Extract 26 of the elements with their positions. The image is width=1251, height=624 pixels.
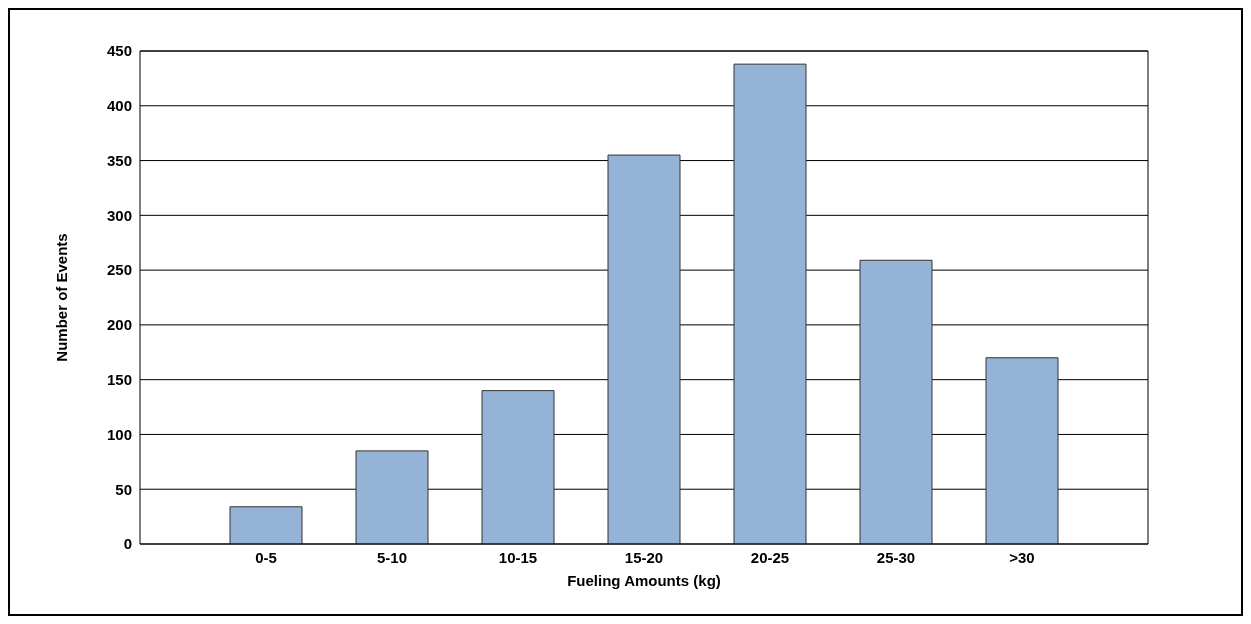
y-tick-label: 400 [106, 97, 132, 115]
y-axis-title: Number of Events [53, 233, 71, 362]
bar [229, 506, 303, 544]
x-tick-label: 10-15 [498, 548, 538, 566]
y-tick-label: 200 [106, 316, 132, 334]
y-tick-label: 350 [106, 151, 132, 169]
y-tick-label: 100 [106, 425, 132, 443]
y-tick-label: 0 [123, 535, 132, 553]
y-tick-label: 150 [106, 370, 132, 388]
bar [985, 357, 1059, 544]
bar [355, 450, 429, 544]
x-tick-label: 5-10 [376, 548, 408, 566]
x-axis-title: Fueling Amounts (kg) [567, 572, 721, 589]
x-tick-label: >30 [1009, 548, 1035, 566]
bar [607, 154, 681, 544]
y-tick-label: 250 [106, 261, 132, 279]
bar [859, 259, 933, 544]
x-tick-label: 0-5 [255, 548, 277, 566]
bar [733, 63, 807, 544]
x-tick-label: 20-25 [750, 548, 790, 566]
y-tick-label: 50 [115, 480, 132, 498]
x-tick-label: 15-20 [624, 548, 664, 566]
bar [481, 390, 555, 544]
y-tick-label: 450 [106, 42, 132, 60]
x-tick-label: 25-30 [876, 548, 916, 566]
y-tick-label: 300 [106, 206, 132, 224]
